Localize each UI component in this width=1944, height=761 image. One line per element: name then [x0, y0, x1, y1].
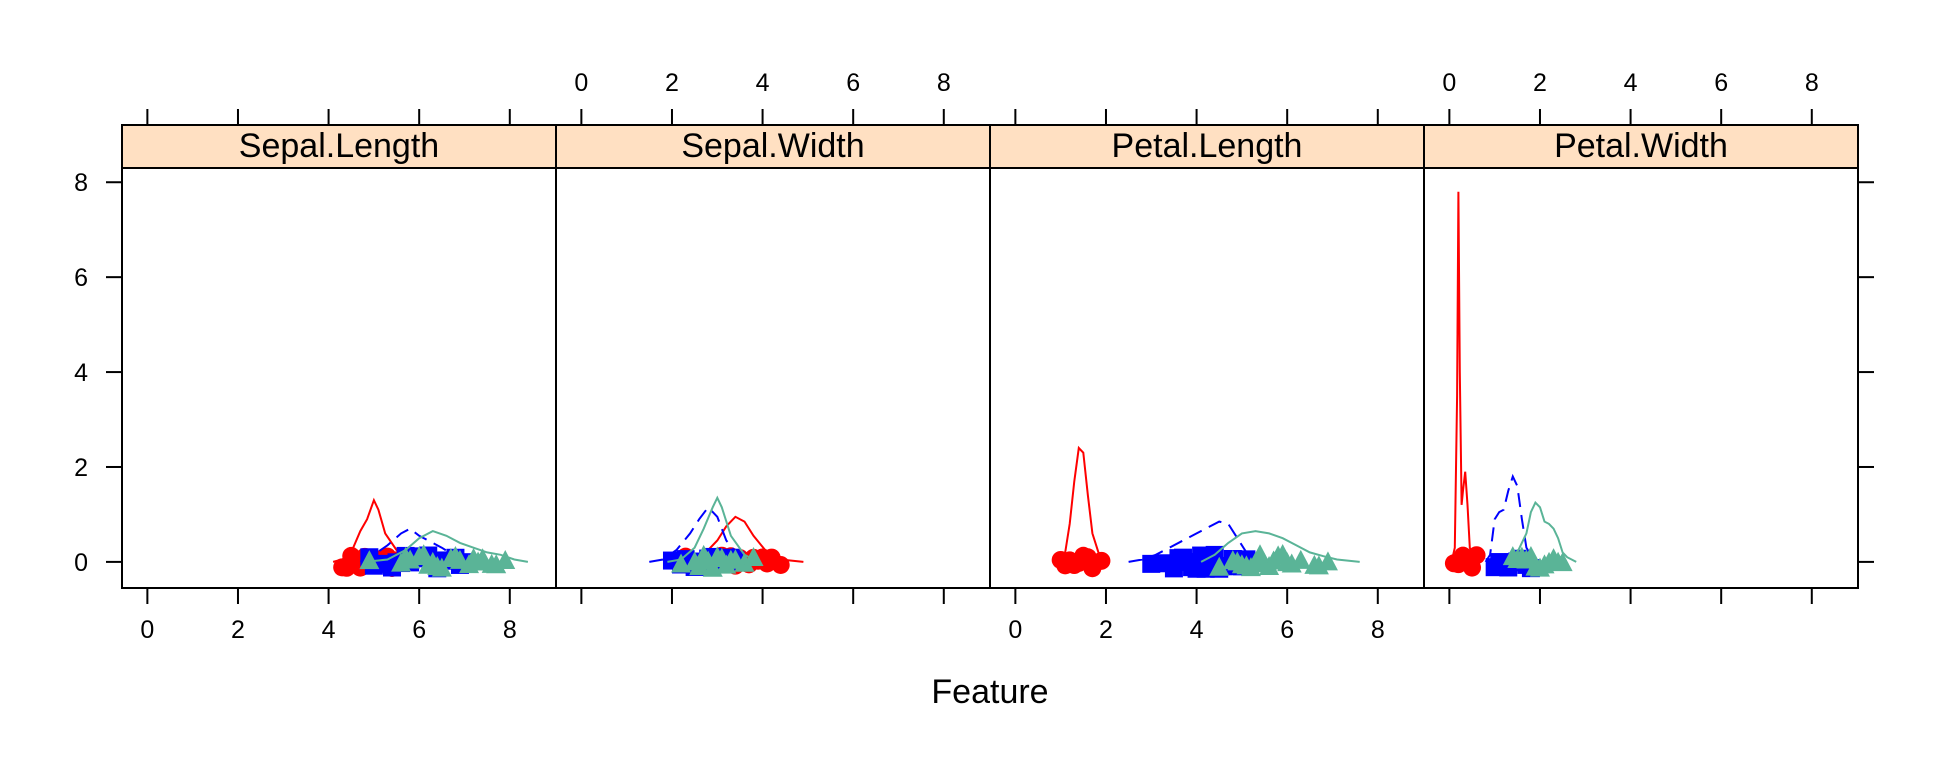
data-point [734, 552, 755, 572]
x-tick-label: 8 [1805, 69, 1819, 97]
panel-petal-length: Petal.Length 0 2 4 6 8 [989, 109, 1425, 644]
data-point [1290, 549, 1311, 569]
data-point [359, 550, 380, 570]
panel-sepal-length: Sepal.Length 0 2 4 6 8 [121, 109, 557, 644]
panel-frame [555, 167, 991, 589]
data-point [1209, 556, 1230, 576]
density-curve [649, 505, 754, 563]
y-tick-label: 0 [74, 549, 88, 577]
density-curve [1200, 530, 1360, 563]
panel-sepal-width: Sepal.Width 0 2 4 6 8 [555, 69, 991, 604]
series-circle [1051, 445, 1111, 578]
density-curve [364, 530, 529, 563]
density-curve [667, 495, 759, 563]
x-tick-label: 6 [846, 69, 860, 97]
y-tick-label: 6 [74, 264, 88, 292]
x-tick-label: 4 [322, 616, 336, 644]
y-axis: 0 2 4 6 8 [74, 169, 1874, 577]
data-point [1142, 554, 1161, 573]
data-point [1552, 552, 1573, 572]
data-point [743, 546, 764, 566]
strip-label: Sepal.Length [239, 127, 439, 165]
strip-label: Petal.Length [1112, 127, 1303, 165]
x-tick-label: 8 [503, 616, 517, 644]
series-circle [1444, 191, 1486, 577]
strip-background [555, 124, 991, 169]
series-triangle [667, 495, 764, 577]
x-tick-label: 2 [1099, 616, 1113, 644]
panel-frame [1423, 167, 1859, 589]
x-tick-label: 0 [140, 616, 154, 644]
strip-label: Sepal.Width [681, 127, 864, 165]
panel-frame [121, 167, 557, 589]
density-curve [1450, 191, 1482, 563]
density-curve [1055, 445, 1107, 563]
density-curve [1507, 500, 1577, 563]
x-tick-label: 4 [1624, 69, 1638, 97]
density-curve [1128, 520, 1257, 563]
panel-frame [989, 167, 1425, 589]
x-tick-label: 8 [1371, 616, 1385, 644]
y-tick-label: 2 [74, 454, 88, 482]
data-point [495, 550, 516, 570]
series-triangle [359, 530, 529, 577]
x-tick-label: 0 [574, 69, 588, 97]
data-point [431, 557, 452, 577]
y-tick-label: 8 [74, 169, 88, 197]
series-triangle [1502, 500, 1577, 577]
strip-background [121, 124, 557, 169]
x-tick-label: 6 [412, 616, 426, 644]
data-point [1317, 551, 1338, 571]
strip-label: Petal.Width [1554, 127, 1728, 165]
series-triangle [1200, 530, 1360, 577]
x-tick-label: 6 [1280, 616, 1294, 644]
data-point [671, 553, 692, 573]
x-tick-label: 2 [231, 616, 245, 644]
x-tick-label: 0 [1442, 69, 1456, 97]
data-point [1467, 546, 1486, 565]
x-tick-label: 8 [937, 69, 951, 97]
data-point [689, 556, 710, 576]
panel-petal-width: Petal.Width 0 2 4 6 8 [1423, 69, 1859, 604]
x-tick-label: 4 [1190, 616, 1204, 644]
x-tick-label: 2 [1533, 69, 1547, 97]
x-axis-title: Feature [931, 673, 1048, 711]
y-tick-label: 4 [74, 359, 88, 387]
data-point [1092, 551, 1111, 570]
x-tick-label: 0 [1008, 616, 1022, 644]
x-tick-label: 2 [665, 69, 679, 97]
strip-background [1423, 124, 1859, 169]
x-tick-label: 6 [1714, 69, 1728, 97]
x-tick-label: 4 [756, 69, 770, 97]
density-curve [1484, 473, 1537, 563]
